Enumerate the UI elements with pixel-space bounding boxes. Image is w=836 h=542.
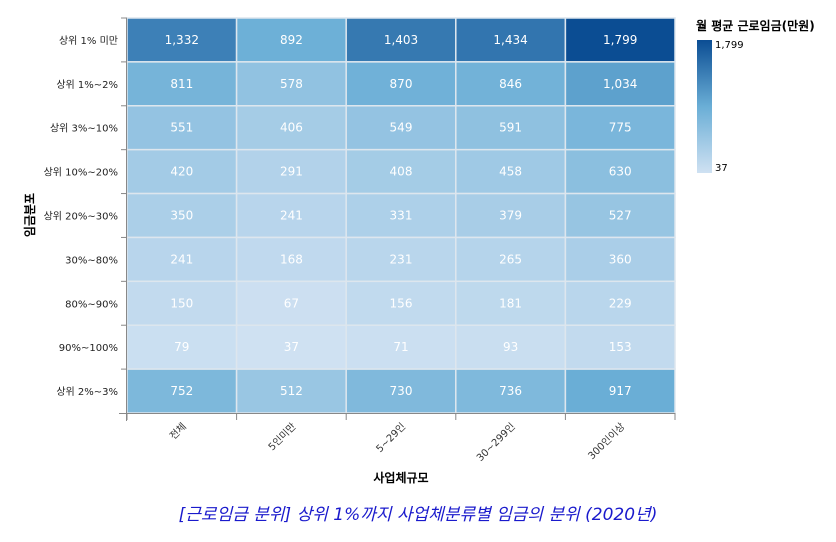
cell-value-label: 265 [499,252,522,266]
legend-min-label: 37 [715,163,728,174]
y-tick-label: 상위 1% 미만 [59,34,118,47]
cell-value-label: 775 [609,121,632,135]
cell-value-label: 71 [393,340,408,354]
x-tick-label: 전체 [167,421,189,443]
legend-max-label: 1,799 [715,40,744,51]
cell-value-label: 730 [390,384,413,398]
cell-value-label: 37 [284,340,299,354]
cell-value-label: 512 [280,384,303,398]
y-axis-title: 임금분포 [23,193,37,237]
cell-value-label: 551 [170,121,193,135]
heatmap-cell [126,192,238,239]
heatmap-cell [345,192,457,239]
heatmap-cell [345,61,457,107]
legend-title: 월 평균 근로임금(만원) [696,18,815,33]
heatmap-cell [564,236,676,283]
cell-value-label: 360 [609,252,632,266]
heatmap-cell [235,17,347,63]
legend-gradient-bar [697,40,712,173]
heatmap-cell [455,148,567,195]
heatmap-cell [235,105,347,151]
heatmap-cell [235,368,347,414]
cell-value-label: 420 [170,165,193,179]
cell-value-label: 331 [390,209,413,223]
heatmap-cell [564,148,676,195]
y-tick-label: 상위 2%~3% [56,385,118,398]
heatmap-cell [564,368,676,414]
heatmap-chart: 1,332 892 1,403 1,434 1,799 811 578 870 846 1,034… [23,17,815,485]
y-tick-label: 상위 3%~10% [50,122,118,135]
y-tick-label: 상위 20%~30% [44,210,118,223]
heatmap-cell [345,368,457,414]
heatmap-cell [455,105,567,151]
cell-value-label: 93 [503,340,518,354]
y-tick-label: 상위 1%~2% [56,78,118,91]
cell-value-label: 168 [280,252,303,266]
cell-value-label: 241 [170,252,193,266]
heatmap-cell [564,324,676,370]
x-tick-label: 5~29인 [374,421,408,455]
cell-value-label: 1,332 [165,33,199,47]
cell-value-label: 150 [170,296,193,310]
x-tick-label: 300인이상 [586,421,627,462]
y-tick-label: 80%~90% [65,299,118,310]
cell-value-label: 231 [390,252,413,266]
heatmap-cell [564,61,676,107]
y-tick-label: 90%~100% [59,343,118,354]
y-tick-label: 30%~80% [65,255,118,266]
cell-value-label: 67 [284,296,299,310]
cell-value-label: 752 [170,384,193,398]
cell-value-label: 79 [174,340,189,354]
cell-value-label: 379 [499,209,522,223]
cell-value-label: 229 [609,296,632,310]
heatmap-cell [235,236,347,283]
cell-value-label: 1,434 [493,33,527,47]
cell-value-label: 578 [280,77,303,91]
cell-value-label: 591 [499,121,522,135]
heatmap-cell [126,324,238,370]
cell-value-label: 1,403 [384,33,418,47]
heatmap-cell [235,148,347,195]
chart-caption: [근로임금 분위] 상위 1%까지 사업체분류별 임금의 분위 (2020년) [178,505,658,525]
x-axis-title: 사업체규모 [373,470,428,485]
cell-value-label: 736 [499,384,522,398]
cell-value-label: 181 [499,296,522,310]
x-tick-label: 5인미만 [266,421,299,454]
heatmap-cell [345,148,457,195]
cell-value-label: 153 [609,340,632,354]
cell-value-label: 549 [390,121,413,135]
heatmap-cell [235,192,347,239]
heatmap-cell [126,280,238,326]
cell-value-label: 630 [609,165,632,179]
cell-value-label: 527 [609,209,632,223]
heatmap-cell [345,236,457,283]
cell-value-label: 917 [609,384,632,398]
cell-value-label: 156 [390,296,413,310]
y-tick-label: 상위 10%~20% [44,166,118,179]
cell-value-label: 892 [280,33,303,47]
cell-value-label: 408 [390,165,413,179]
cell-value-label: 350 [170,209,193,223]
cell-value-label: 291 [280,165,303,179]
heatmap-cell [455,236,567,283]
cell-value-label: 1,034 [603,77,637,91]
cell-value-label: 458 [499,165,522,179]
cell-value-label: 811 [170,77,193,91]
cell-value-label: 241 [280,209,303,223]
heatmap-cell [235,324,347,370]
cell-value-label: 870 [390,77,413,91]
cell-value-label: 846 [499,77,522,91]
cell-value-label: 406 [280,121,303,135]
x-tick-label: 30~299인 [474,421,517,464]
cell-value-label: 1,799 [603,33,637,47]
